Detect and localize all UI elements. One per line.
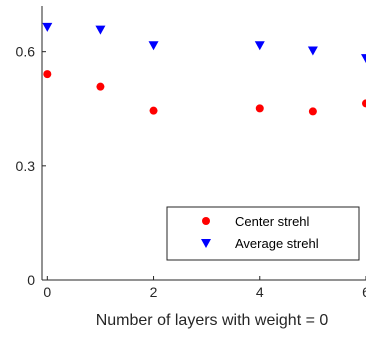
y-tick-label: 0.3: [16, 158, 36, 174]
legend-box: [166, 206, 360, 261]
center-strehl-point: [43, 70, 52, 79]
x-tick-label: 0: [43, 284, 51, 300]
x-tick-label: 6: [362, 284, 366, 300]
data-marks: [42, 22, 366, 116]
legend-label: Center strehl: [235, 214, 310, 229]
legend-marker: [202, 217, 210, 225]
legend: Center strehl Average strehl: [166, 206, 360, 261]
center-strehl-point: [308, 107, 317, 116]
average-strehl-point: [307, 46, 318, 56]
x-axis-label: Number of layers with weight = 0: [96, 312, 329, 329]
ticks: 0 2 4 6 0 0.3 0.6: [16, 44, 366, 300]
x-tick-label: 2: [150, 284, 158, 300]
legend-label: Average strehl: [235, 236, 319, 251]
average-strehl-point: [42, 22, 53, 32]
center-strehl-point: [362, 99, 366, 108]
legend-marker: [201, 239, 211, 248]
average-strehl-point: [95, 25, 106, 35]
average-strehl-point: [148, 41, 159, 51]
x-tick-label: 4: [256, 284, 264, 300]
average-strehl-point: [254, 41, 265, 51]
y-tick-label: 0: [27, 272, 35, 288]
center-strehl-point: [96, 82, 105, 91]
average-strehl-point: [361, 54, 366, 64]
center-strehl-point: [149, 106, 158, 115]
y-tick-label: 0.6: [16, 44, 36, 60]
center-strehl-point: [255, 104, 264, 113]
